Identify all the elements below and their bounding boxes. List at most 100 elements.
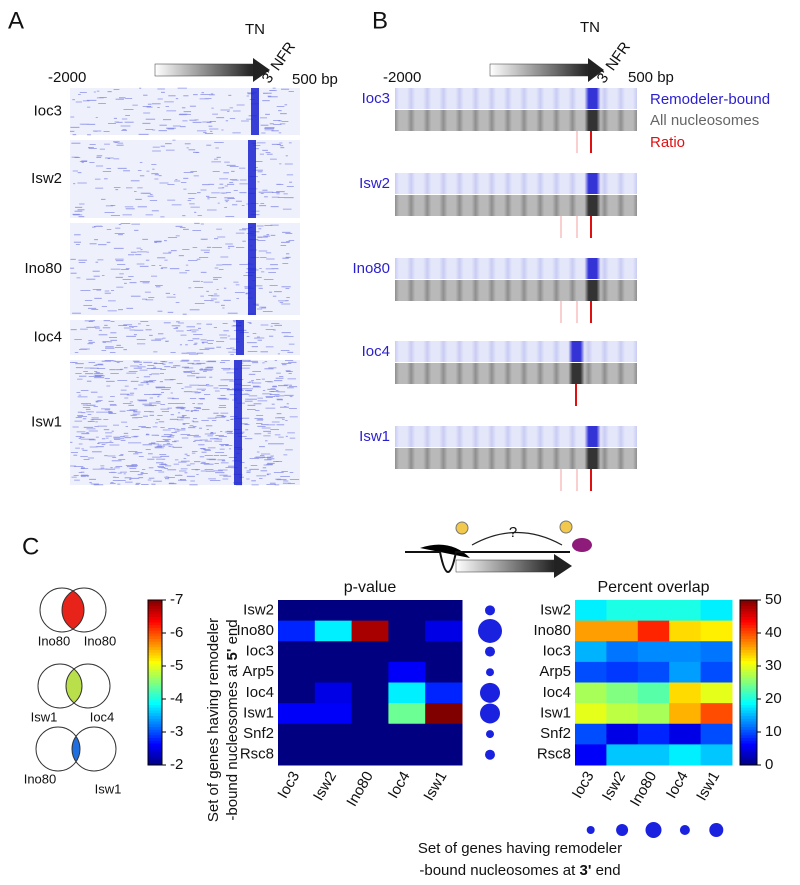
- heat-cell: [575, 703, 607, 725]
- venn-label: Isw1: [95, 781, 122, 796]
- column-size-dot: [679, 825, 690, 835]
- heat-cell: [637, 744, 670, 766]
- bound-strip: [395, 341, 637, 362]
- colorbar-segment: [740, 652, 757, 656]
- row-label: Ino80: [236, 622, 274, 639]
- colorbar-segment: [148, 611, 162, 615]
- row-label: Ino80: [352, 260, 390, 277]
- heat-cell: [351, 620, 389, 642]
- column-label: Isw2: [599, 768, 629, 803]
- colorbar-segment: [740, 663, 757, 667]
- heat-cell: [606, 682, 639, 704]
- heat-cell: [700, 682, 733, 704]
- colorbar-segment: [148, 649, 162, 653]
- row-size-dot: [480, 682, 500, 703]
- colorbar-segment: [148, 677, 162, 681]
- heat-cell: [278, 620, 316, 642]
- colorbar-segment: [148, 737, 162, 741]
- colorbar-segment: [148, 715, 162, 719]
- heat-cell: [606, 661, 639, 683]
- heat-cell: [388, 703, 426, 725]
- colorbar-segment: [148, 657, 162, 661]
- colorbar-segment: [740, 745, 757, 749]
- colorbar-segment: [148, 663, 162, 667]
- bound-strip: [395, 173, 637, 194]
- row-size-dot: [485, 605, 495, 616]
- colorbar-segment: [740, 729, 757, 733]
- heat-cell: [278, 744, 316, 766]
- colorbar-segment: [740, 734, 757, 738]
- colorbar-segment: [740, 666, 757, 670]
- heat-cell: [314, 744, 353, 766]
- heat-cell: [700, 641, 733, 663]
- colorbar-segment: [740, 693, 757, 697]
- row-label: Isw1: [359, 428, 390, 445]
- heat-cell: [314, 661, 353, 683]
- x-axis-label: Set of genes having remodeler: [418, 840, 622, 857]
- axis-end: 500 bp: [292, 71, 338, 88]
- colorbar-segment: [148, 688, 162, 692]
- heat-cell: [388, 641, 426, 663]
- colorbar-segment: [740, 638, 757, 642]
- colorbar-segment: [148, 682, 162, 686]
- heat-cell: [314, 703, 353, 725]
- tn-band: [251, 88, 259, 135]
- heat-cell: [700, 744, 733, 766]
- colorbar-segment: [740, 608, 757, 612]
- colorbar-segment: [148, 696, 162, 700]
- row-label: Ioc4: [543, 684, 571, 701]
- heat-cell: [669, 744, 702, 766]
- colorbar-segment: [148, 627, 162, 631]
- y-axis-label: -bound nucleosomes at 5' end: [224, 619, 241, 820]
- heat-cell: [637, 641, 670, 663]
- colorbar-segment: [148, 652, 162, 656]
- colorbar-segment: [740, 682, 757, 686]
- row-label: Ioc4: [34, 328, 62, 345]
- colorbar-segment: [148, 674, 162, 678]
- row-label: Ioc4: [362, 343, 390, 360]
- colorbar-segment: [148, 616, 162, 620]
- axis-start: -2000: [48, 69, 86, 86]
- heat-cell: [278, 682, 316, 704]
- colorbar-segment: [740, 685, 757, 689]
- colorbar-segment: [740, 644, 757, 648]
- heat-cell: [425, 682, 463, 704]
- colorbar-segment: [148, 756, 162, 760]
- heat-cell: [351, 744, 389, 766]
- heat-cell: [637, 682, 670, 704]
- colorbar-segment: [148, 743, 162, 747]
- colorbar-segment: [740, 712, 757, 716]
- colorbar-segment: [740, 701, 757, 705]
- colorbar-tick-label: 0: [765, 756, 773, 773]
- colorbar-segment: [740, 688, 757, 692]
- colorbar-segment: [148, 718, 162, 722]
- colorbar-segment: [148, 666, 162, 670]
- heat-cell: [606, 744, 639, 766]
- axis-start: -2000: [383, 69, 421, 86]
- colorbar-tick-label: 30: [765, 657, 782, 674]
- colorbar-segment: [740, 754, 757, 758]
- heat-cell: [388, 723, 426, 745]
- heat-cell: [637, 620, 670, 642]
- colorbar-segment: [148, 641, 162, 645]
- colorbar-segment: [740, 704, 757, 708]
- heat-cell: [388, 682, 426, 704]
- column-label: Ino80: [627, 768, 660, 809]
- column-label: Isw1: [693, 768, 723, 803]
- heat-cell: [351, 661, 389, 683]
- heat-cell: [314, 600, 353, 622]
- arrow-head: [588, 58, 604, 82]
- heat-cell: [278, 641, 316, 663]
- colorbar-segment: [740, 649, 757, 653]
- row-size-dot: [478, 618, 502, 643]
- heat-texture: [70, 87, 294, 136]
- arrow: [154, 63, 254, 77]
- heat-cell: [575, 682, 607, 704]
- heat-block: [70, 320, 300, 355]
- tn-band: [248, 223, 256, 315]
- colorbar-segment: [148, 644, 162, 648]
- row-label: Ino80: [24, 260, 62, 277]
- colorbar-segment: [148, 726, 162, 730]
- colorbar-tick-label: -4: [170, 690, 183, 707]
